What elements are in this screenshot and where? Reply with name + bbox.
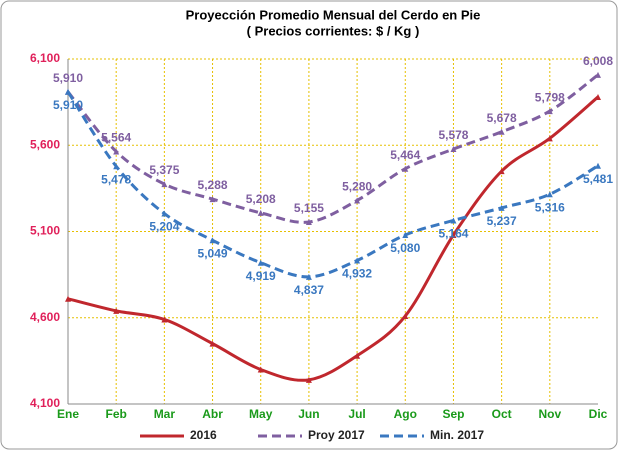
data-label: 5,910 xyxy=(53,98,83,112)
x-tick-label: Jul xyxy=(348,407,365,421)
marker xyxy=(161,210,168,217)
marker xyxy=(546,108,553,115)
y-tick-label: 5,600 xyxy=(30,137,60,151)
data-label: 5,316 xyxy=(535,200,565,214)
data-label: 5,049 xyxy=(198,246,228,260)
marker xyxy=(161,181,168,188)
marker xyxy=(161,316,168,323)
data-label: 5,237 xyxy=(487,214,517,228)
marker xyxy=(65,88,71,95)
marker xyxy=(305,219,312,226)
marker xyxy=(354,197,361,204)
marker xyxy=(305,273,312,280)
marker xyxy=(402,165,409,172)
legend-label: Min. 2017 xyxy=(430,428,484,442)
chart-subtitle: ( Precios corrientes: $ / Kg ) xyxy=(247,23,420,38)
data-label: 5,798 xyxy=(535,90,565,104)
marker xyxy=(113,148,120,155)
chart-title: Proyección Promedio Mensual del Cerdo en… xyxy=(186,7,481,22)
marker xyxy=(498,168,505,175)
marker xyxy=(546,135,553,142)
x-tick-label: Feb xyxy=(106,407,127,421)
data-label: 5,280 xyxy=(342,180,372,194)
y-tick-label: 6,100 xyxy=(30,51,60,65)
y-tick-label: 5,100 xyxy=(30,224,60,238)
x-tick-label: Oct xyxy=(492,407,512,421)
marker xyxy=(498,204,505,211)
data-label: 5,155 xyxy=(294,201,324,215)
legend-label: Proy 2017 xyxy=(308,428,365,442)
marker xyxy=(595,162,601,169)
marker xyxy=(209,196,216,203)
marker xyxy=(209,340,216,347)
marker xyxy=(65,295,71,302)
data-label: 5,578 xyxy=(438,128,468,142)
marker xyxy=(354,352,361,359)
data-label: 5,478 xyxy=(101,172,131,186)
marker xyxy=(498,128,505,135)
x-tick-label: Ene xyxy=(57,407,79,421)
marker xyxy=(113,307,120,314)
x-tick-label: Mar xyxy=(154,407,176,421)
data-label: 5,208 xyxy=(246,192,276,206)
x-tick-label: Nov xyxy=(538,407,561,421)
marker xyxy=(595,71,601,78)
data-label: 5,164 xyxy=(438,227,468,241)
data-label: 5,204 xyxy=(149,220,179,234)
marker xyxy=(257,366,264,373)
x-tick-label: May xyxy=(249,407,273,421)
marker xyxy=(209,237,216,244)
y-tick-label: 4,600 xyxy=(30,310,60,324)
data-label: 6,008 xyxy=(583,54,613,68)
y-tick-label: 4,100 xyxy=(30,396,60,410)
marker xyxy=(450,231,457,238)
legend-label: 2016 xyxy=(190,428,217,442)
marker xyxy=(450,217,457,224)
data-label: 5,564 xyxy=(101,131,131,145)
data-label: 4,919 xyxy=(246,269,276,283)
x-tick-label: Ago xyxy=(394,407,417,421)
marker xyxy=(113,163,120,170)
x-tick-label: Abr xyxy=(202,407,223,421)
marker xyxy=(402,231,409,238)
marker xyxy=(450,146,457,153)
data-label: 4,932 xyxy=(342,267,372,281)
marker xyxy=(595,93,601,100)
data-label: 5,464 xyxy=(390,148,420,162)
data-label: 5,288 xyxy=(198,178,228,192)
marker xyxy=(257,209,264,216)
data-label: 5,080 xyxy=(390,241,420,255)
x-tick-label: Sep xyxy=(442,407,464,421)
data-label: 5,481 xyxy=(583,172,613,186)
data-label: 5,678 xyxy=(487,111,517,125)
x-tick-label: Dic xyxy=(589,407,608,421)
marker xyxy=(546,191,553,198)
data-label: 5,375 xyxy=(149,163,179,177)
data-label: 4,837 xyxy=(294,283,324,297)
marker xyxy=(354,257,361,264)
marker xyxy=(402,313,409,320)
marker xyxy=(305,376,312,383)
data-label: 5,910 xyxy=(53,71,83,85)
marker xyxy=(257,259,264,266)
x-tick-label: Jun xyxy=(298,407,319,421)
